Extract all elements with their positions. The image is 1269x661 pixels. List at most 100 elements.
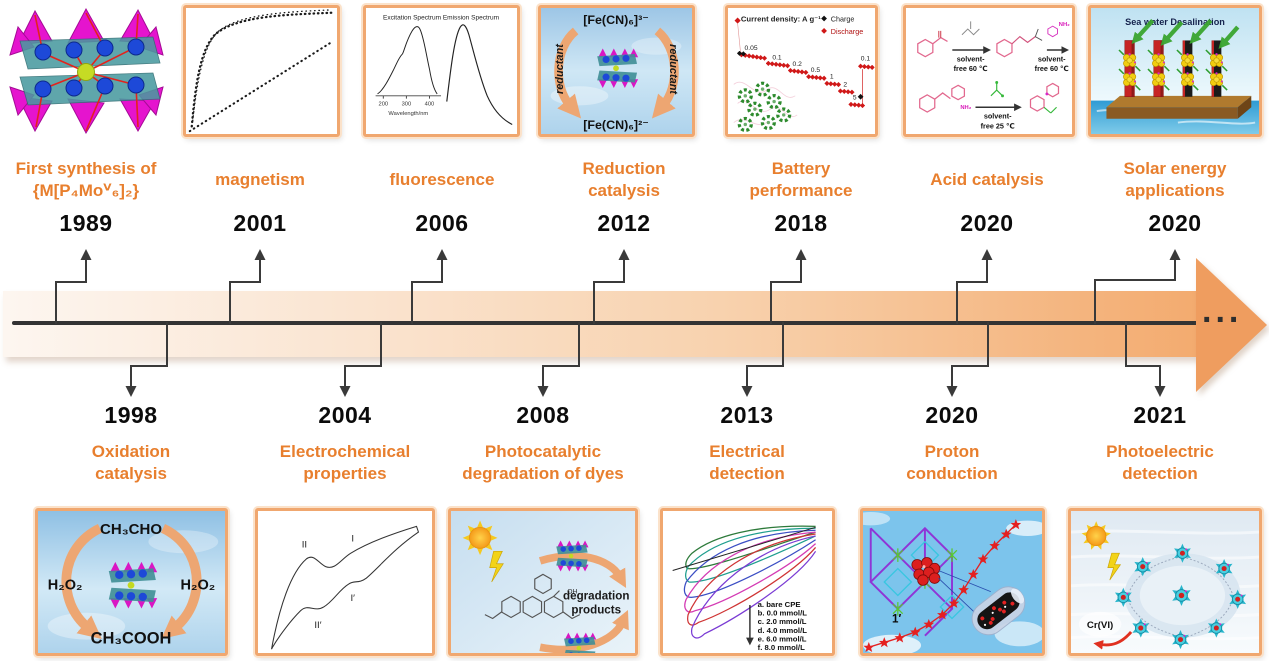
cyclic-voltammogram: II I I′ II′	[271, 525, 420, 650]
peak-label-II: II	[302, 539, 307, 550]
sun-icon	[1081, 521, 1112, 551]
event-label-reduction: Reduction catalysis	[582, 158, 666, 200]
charge-marker-icon	[821, 15, 827, 22]
cycle-arrow-left	[61, 523, 103, 640]
sun-icon	[462, 520, 498, 556]
conditions-2a: solvent-	[1038, 54, 1066, 63]
proton-conduction-scene: 1′	[863, 511, 1042, 653]
battery-title: Current density: A g⁻¹	[741, 14, 821, 23]
cycle-arrow-left	[554, 27, 582, 119]
thumb-oxidation-catalysis: CH₃CHO H₂O₂ H₂O₂ CH₃COOH	[35, 508, 228, 656]
event-label-magnetism: magnetism	[215, 169, 305, 189]
event-label-acid: Acid catalysis	[930, 169, 1044, 189]
battery-plot: Current density: A g⁻¹ Charge Discharge …	[733, 14, 875, 133]
tick-300: 300	[402, 101, 412, 107]
thumb-photocatalytic-degradation: OH degradation products	[448, 508, 638, 656]
tick-400: 400	[425, 101, 435, 107]
conditions-3a: solvent-	[984, 112, 1012, 121]
event-year: 2008	[516, 402, 570, 428]
oxidant-label-right: H₂O₂	[181, 578, 216, 594]
caption-line2: products	[571, 605, 621, 617]
thumb-magnetism	[183, 5, 340, 137]
event-year: 2020	[960, 210, 1014, 236]
event-year: 2020	[1148, 210, 1202, 236]
compound-label: 1′	[892, 613, 901, 625]
peak-label-II-prime: II′	[314, 620, 321, 631]
legend-c: c. 2.0 mmol/L	[758, 617, 807, 626]
event-year: 2021	[1133, 402, 1187, 428]
amine-label: NH₂	[1059, 22, 1070, 28]
step-label: 1	[830, 74, 834, 81]
event-label-proton: Proton conduction	[906, 441, 998, 483]
channel-tube-icon	[971, 586, 1026, 636]
detection-curves: a. bare CPE b. 0.0 mmol/L c. 2.0 mmol/L …	[672, 525, 817, 652]
event-label-photoelectric: Photoelectric detection	[1106, 441, 1214, 483]
conditions-1a: solvent-	[957, 54, 985, 63]
event-label-electrical: Electrical detection	[709, 441, 785, 483]
reduced-species: [Fe(CN)₆]²⁻	[583, 118, 649, 132]
thumb-battery-performance: Current density: A g⁻¹ Charge Discharge …	[725, 5, 878, 137]
event-year: 2018	[774, 210, 828, 236]
event-year: 2004	[318, 402, 372, 428]
conditions-3b: free 25 ℃	[981, 121, 1015, 130]
desalination-scene: Sea water Desalination	[1091, 8, 1259, 134]
reductant-label-right: reductant	[667, 44, 679, 95]
thumb-first-synthesis	[8, 5, 165, 137]
legend-f: f. 8.0 mmol/L	[758, 643, 805, 652]
event-year: 2013	[720, 402, 774, 428]
oxidized-species: [Fe(CN)₆]³⁻	[583, 13, 649, 27]
legend-charge: Charge	[831, 15, 855, 23]
event-year: 2001	[233, 210, 287, 236]
tick-200: 200	[379, 101, 389, 107]
legend-a: a. bare CPE	[758, 600, 801, 609]
cycle-arrow-right	[160, 523, 202, 640]
event-year: 2006	[415, 210, 469, 236]
vapor-arrow-icons	[1131, 18, 1240, 49]
legend-b: b. 0.0 mmol/L	[758, 609, 808, 618]
event-year: 2020	[925, 402, 979, 428]
event-year: 2012	[597, 210, 651, 236]
legend-e: e. 6.0 mmol/L	[758, 635, 807, 644]
conditions-1b: free 60 ℃	[954, 64, 988, 73]
degradation-arrow-top	[538, 552, 627, 588]
thumb-solar-energy: Sea water Desalination	[1088, 5, 1262, 137]
thumb-photoelectric-detection: Cr(VI)	[1068, 508, 1262, 656]
step-label: 0.5	[811, 67, 821, 74]
event-label-fluorescence: fluorescence	[389, 169, 495, 189]
event-label-battery: Battery performance	[749, 158, 853, 200]
peak-label-I-prime: I′	[350, 593, 355, 604]
analyte-label: Cr(VI)	[1087, 620, 1113, 631]
reduction-scheme: [Fe(CN)₆]³⁻ [Fe(CN)₆]²⁻ reductant reduct…	[541, 8, 692, 134]
x-axis-label: Wavelength/nm	[388, 111, 428, 117]
caption-line1: degradation	[563, 590, 629, 602]
timeline-ellipsis: ...	[1202, 292, 1243, 330]
event-label-solar: Solar energy applications	[1123, 158, 1227, 200]
crystal-structure-icon	[9, 7, 164, 135]
lightning-icon	[1107, 552, 1122, 581]
product-label: CH₃COOH	[91, 629, 172, 647]
step-label: 2	[843, 81, 847, 88]
magnetism-plot	[188, 9, 333, 133]
reductant-label-left: reductant	[554, 43, 566, 94]
thumb-proton-conduction: 1′	[860, 508, 1045, 656]
oxidant-label-left: H₂O₂	[48, 578, 83, 594]
event-label-electrochemical: Electrochemical properties	[279, 441, 411, 483]
photocatalysis-scheme: OH degradation products	[451, 511, 635, 653]
spectrum-title: Excitation Spectrum Emission Spectrum	[383, 14, 499, 21]
thumb-electrochemical: II I I′ II′	[255, 508, 435, 656]
amine-label: NH₂	[960, 105, 971, 111]
timeline-axis-line	[12, 321, 1204, 325]
substrate-label: CH₃CHO	[100, 521, 162, 538]
membrane-slabs	[1124, 40, 1222, 98]
detection-arrow-icon	[1093, 630, 1133, 650]
conditions-2b: free 60 ℃	[1035, 64, 1069, 73]
legend-d: d. 4.0 mmol/L	[758, 626, 808, 635]
step-label: 0.1	[861, 56, 871, 63]
event-label-photocatalytic: Photocatalytic degradation of dyes	[462, 441, 624, 483]
event-label-oxidation: Oxidation catalysis	[91, 441, 171, 483]
event-label-first-synthesis: First synthesis of {M[P₄Moⱽ₆]₂}	[15, 158, 157, 200]
thumb-acid-catalysis: solvent- free 60 ℃ NH₂ solvent- free 60 …	[903, 5, 1075, 137]
photoelectric-scene: Cr(VI)	[1071, 511, 1259, 653]
peak-label-I: I	[351, 534, 354, 545]
